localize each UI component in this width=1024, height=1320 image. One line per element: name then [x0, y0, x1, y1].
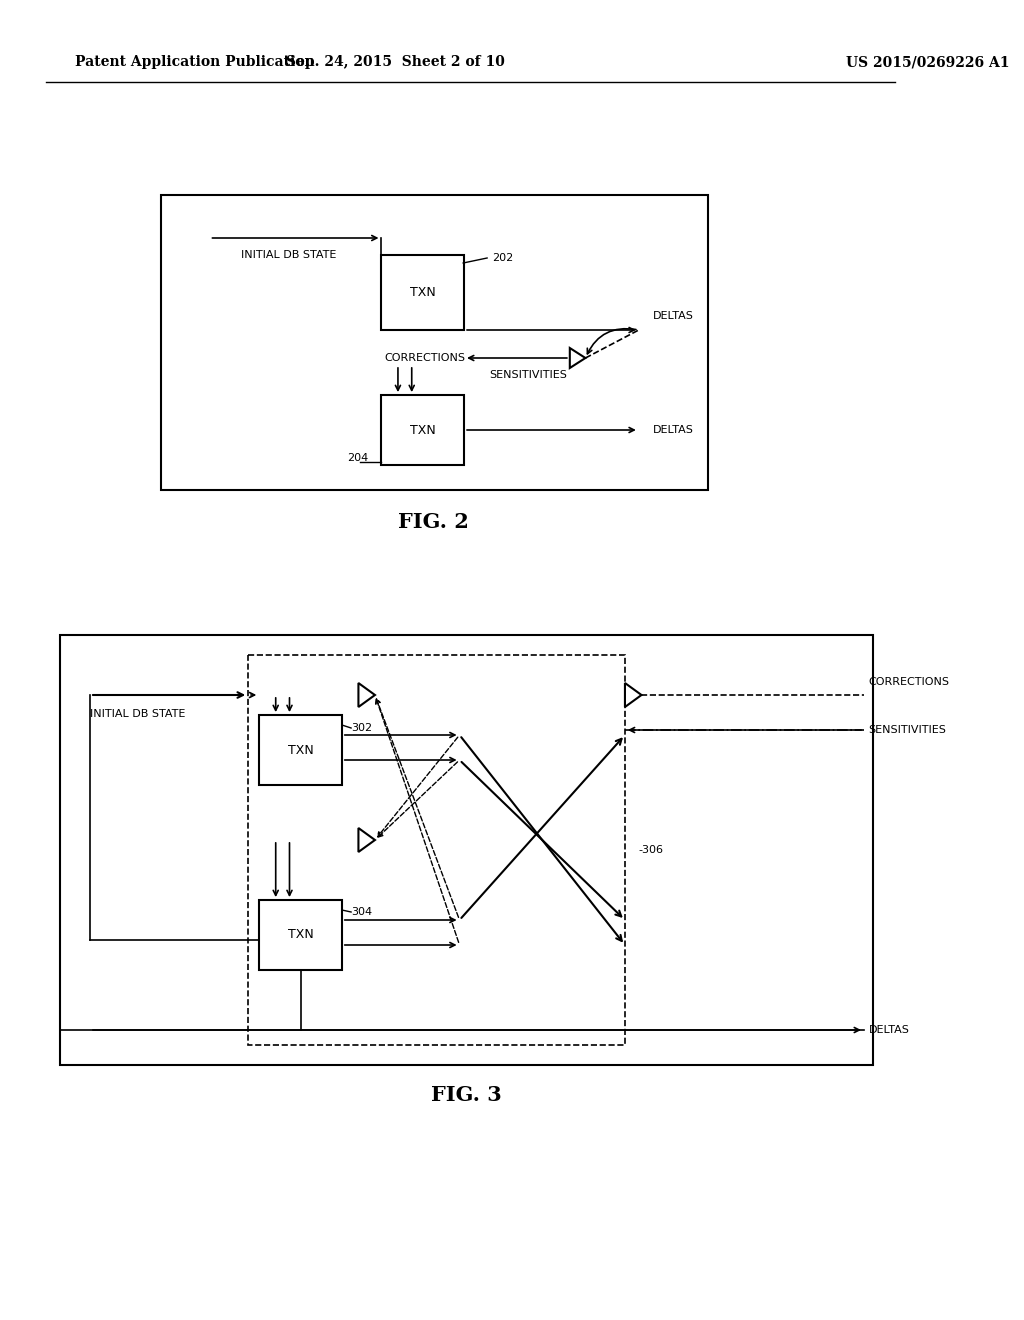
Text: CORRECTIONS: CORRECTIONS [384, 352, 465, 363]
Text: INITIAL DB STATE: INITIAL DB STATE [90, 709, 185, 719]
Text: 304: 304 [351, 907, 372, 917]
Text: US 2015/0269226 A1: US 2015/0269226 A1 [846, 55, 1009, 69]
Text: 204: 204 [347, 453, 369, 463]
Text: SENSITIVITIES: SENSITIVITIES [868, 725, 946, 735]
Bar [161, 195, 708, 490]
Text: 202: 202 [492, 253, 513, 263]
Text: DELTAS: DELTAS [652, 312, 693, 321]
Text: INITIAL DB STATE: INITIAL DB STATE [241, 249, 336, 260]
Text: TXN: TXN [410, 286, 435, 300]
Text: TXN: TXN [410, 424, 435, 437]
Bar [381, 395, 464, 465]
Text: Patent Application Publication: Patent Application Publication [76, 55, 315, 69]
Text: SENSITIVITIES: SENSITIVITIES [488, 370, 567, 380]
Text: TXN: TXN [288, 928, 313, 941]
Text: DELTAS: DELTAS [868, 1026, 909, 1035]
Text: CORRECTIONS: CORRECTIONS [868, 677, 949, 686]
Text: -306: -306 [639, 845, 664, 855]
Text: FIG. 2: FIG. 2 [398, 512, 469, 532]
Text: TXN: TXN [288, 743, 313, 756]
Polygon shape [625, 682, 641, 708]
Bar [259, 900, 342, 970]
Bar [381, 255, 464, 330]
Text: 302: 302 [351, 723, 372, 733]
Bar [248, 655, 625, 1045]
Polygon shape [358, 828, 375, 851]
Polygon shape [569, 348, 586, 368]
Bar [59, 635, 873, 1065]
Text: Sep. 24, 2015  Sheet 2 of 10: Sep. 24, 2015 Sheet 2 of 10 [286, 55, 505, 69]
Bar [259, 715, 342, 785]
Text: FIG. 3: FIG. 3 [430, 1085, 502, 1105]
Polygon shape [358, 682, 375, 708]
Text: DELTAS: DELTAS [652, 425, 693, 436]
